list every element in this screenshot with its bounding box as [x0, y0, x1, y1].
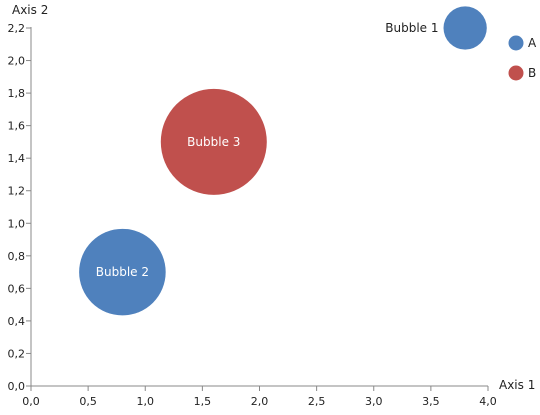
bubble-label: Bubble 3 [187, 135, 240, 149]
x-tick-label: 2,0 [251, 395, 269, 408]
y-axis-ticks: 0,0 0,2 0,4 0,6 0,8 1,0 1,2 1,4 1,6 1,8 2,0 2,2 [8, 22, 31, 393]
y-tick-label: 0,2 [8, 347, 26, 360]
bubbles: Bubble 1 Bubble 2 Bubble 3 [79, 6, 487, 316]
bubble [79, 228, 166, 316]
y-tick-label: 0,4 [8, 315, 26, 328]
legend-label: A [528, 36, 537, 50]
y-tick-label: 2,2 [8, 22, 26, 35]
y-tick-label: 1,0 [8, 217, 26, 230]
legend-item: B [508, 65, 536, 81]
x-tick-label: 3,5 [422, 395, 440, 408]
y-tick-label: 0,8 [8, 250, 26, 263]
legend-item: A [508, 35, 537, 51]
y-tick-label: 2,0 [8, 55, 26, 68]
y-tick-label: 0,6 [8, 282, 26, 295]
x-tick-label: 1,5 [194, 395, 212, 408]
bubble [160, 88, 267, 195]
y-tick-label: 0,0 [8, 380, 26, 393]
bubble-label: Bubble 1 [385, 21, 438, 35]
y-tick-label: 1,8 [8, 87, 26, 100]
x-tick-label: 3,0 [365, 395, 383, 408]
legend-label: B [528, 66, 536, 80]
x-tick-label: 4,0 [479, 395, 497, 408]
x-tick-label: 2,5 [308, 395, 326, 408]
x-axis-title: Axis 1 [499, 378, 535, 392]
x-tick-label: 0,0 [22, 395, 40, 408]
x-axis-ticks: 0,0 0,5 1,0 1,5 2,0 2,5 3,0 3,5 4,0 [22, 386, 497, 408]
legend: AB [508, 35, 537, 81]
axes: 0,0 0,5 1,0 1,5 2,0 2,5 3,0 3,5 4,0 0,0 0,2 0,4 0,6… [8, 22, 497, 408]
x-tick-label: 0,5 [79, 395, 97, 408]
legend-marker [508, 65, 524, 81]
legend-marker [508, 35, 524, 51]
y-tick-label: 1,6 [8, 120, 26, 133]
y-tick-label: 1,2 [8, 185, 26, 198]
y-axis-title: Axis 2 [12, 3, 48, 17]
bubble-label: Bubble 2 [96, 265, 149, 279]
x-tick-label: 1,0 [137, 395, 155, 408]
bubble [443, 6, 487, 50]
y-tick-label: 1,4 [8, 152, 26, 165]
